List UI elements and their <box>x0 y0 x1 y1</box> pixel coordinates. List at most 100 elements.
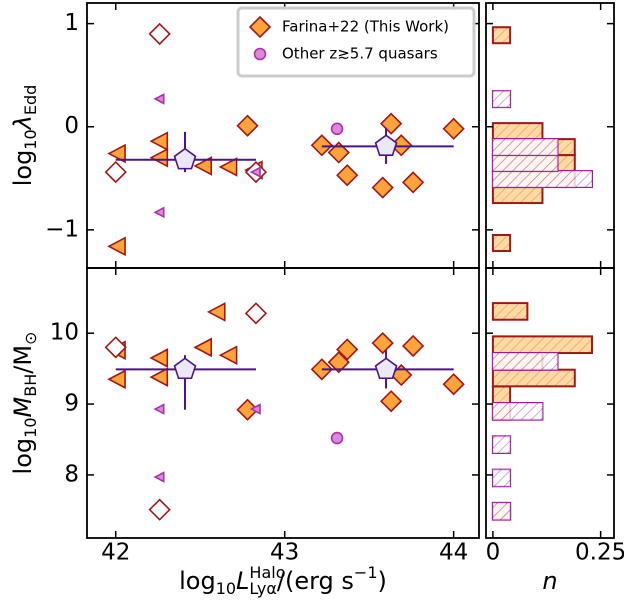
point <box>310 134 333 157</box>
histogram-bar <box>491 26 512 45</box>
axis-label-part: λ <box>9 115 37 131</box>
point <box>107 143 126 164</box>
point <box>401 171 425 194</box>
histogram-bar <box>491 122 544 141</box>
point <box>193 337 213 358</box>
y-tick-label: 1 <box>64 10 79 36</box>
x-tick-label: 42 <box>101 540 130 566</box>
median-marker <box>374 357 398 380</box>
axis-label-part: ⊙ <box>21 332 40 345</box>
histogram-hatch <box>492 502 511 520</box>
point <box>244 302 268 325</box>
axis-label-part: Lyα <box>249 579 276 598</box>
point <box>218 157 238 177</box>
point <box>249 166 261 178</box>
point <box>336 338 359 361</box>
histogram-hatch <box>492 353 558 370</box>
median-marker <box>173 357 197 380</box>
axis-label-part: 10 <box>21 129 40 149</box>
point <box>153 93 165 105</box>
histogram-bar <box>491 234 512 252</box>
point <box>371 331 394 355</box>
x-tick-label: 0.25 <box>575 540 624 566</box>
point <box>153 206 165 219</box>
plot-frame <box>485 267 615 539</box>
point <box>442 117 465 140</box>
point <box>206 302 226 322</box>
point <box>236 398 259 421</box>
legend-marker <box>253 47 267 61</box>
panel <box>491 26 594 252</box>
histogram-hatch <box>492 403 543 420</box>
histogram-bar <box>491 335 594 355</box>
axis-label-part: log <box>179 567 216 595</box>
histogram-hatch <box>492 139 558 156</box>
axis-label-part: n <box>542 567 557 595</box>
point <box>442 373 465 396</box>
point <box>149 367 169 387</box>
panel <box>491 302 594 521</box>
histogram-hatch <box>492 436 511 453</box>
histogram-hatch <box>492 91 511 108</box>
median-marker <box>173 147 197 170</box>
axis-label-part: ) <box>378 567 387 595</box>
legend-label: Farina+22 (This Work) <box>282 18 449 36</box>
axis-label-part: −1 <box>354 563 378 582</box>
histogram-hatch <box>492 469 511 487</box>
point <box>193 156 213 176</box>
axis-label-part: L <box>236 567 249 595</box>
point <box>104 160 127 184</box>
axis-label-part: Halo <box>249 563 285 582</box>
axis-label-part: log <box>9 150 37 187</box>
histogram-bar <box>491 186 544 205</box>
axis-label-part: BH <box>21 374 40 397</box>
point <box>148 22 171 46</box>
point <box>380 112 403 135</box>
legend-box <box>236 6 476 78</box>
point <box>249 403 261 415</box>
median-marker <box>374 134 398 157</box>
point <box>327 351 350 374</box>
axis-label-part: log <box>9 438 37 475</box>
axis-label: log10MBH/M⊙ <box>9 332 40 475</box>
axis-label-part: /M <box>9 345 37 374</box>
histogram-bar <box>491 302 529 321</box>
axis-label-part: 10 <box>21 417 40 437</box>
histogram-bar <box>491 368 576 388</box>
point <box>107 369 126 390</box>
y-tick-label: 10 <box>50 320 79 346</box>
panel <box>104 302 465 521</box>
point <box>153 403 165 415</box>
panel <box>104 22 465 257</box>
point <box>104 336 127 359</box>
point <box>330 431 344 445</box>
y-tick-label: 8 <box>64 461 79 487</box>
axis-label-part: Edd <box>21 85 40 115</box>
x-tick-label: 44 <box>439 540 468 566</box>
axis-label-part: M <box>9 396 37 417</box>
plot-frame <box>86 267 480 539</box>
x-tick-label: 43 <box>270 540 299 566</box>
axis-label: n <box>542 567 557 595</box>
x-tick-label: 0 <box>486 540 501 566</box>
point <box>107 236 126 257</box>
histogram-bar <box>491 385 512 405</box>
y-tick-label: −1 <box>45 216 79 242</box>
point <box>236 114 259 137</box>
histogram-hatch <box>492 171 593 188</box>
legend-label: Other z≳5.7 quasars <box>282 45 438 63</box>
point <box>149 147 169 168</box>
point <box>218 345 238 365</box>
axis-label: log10LHalo Lyα/(erg s−1) <box>179 563 387 598</box>
axis-label: log10λEdd <box>9 85 40 187</box>
y-tick-label: 9 <box>64 391 79 417</box>
point <box>327 141 350 164</box>
point <box>401 334 425 358</box>
legend-marker <box>248 15 272 39</box>
histogram-hatch <box>492 155 558 172</box>
point <box>330 122 344 136</box>
y-tick-label: 0 <box>64 113 79 139</box>
point <box>149 348 169 368</box>
point <box>148 498 171 521</box>
